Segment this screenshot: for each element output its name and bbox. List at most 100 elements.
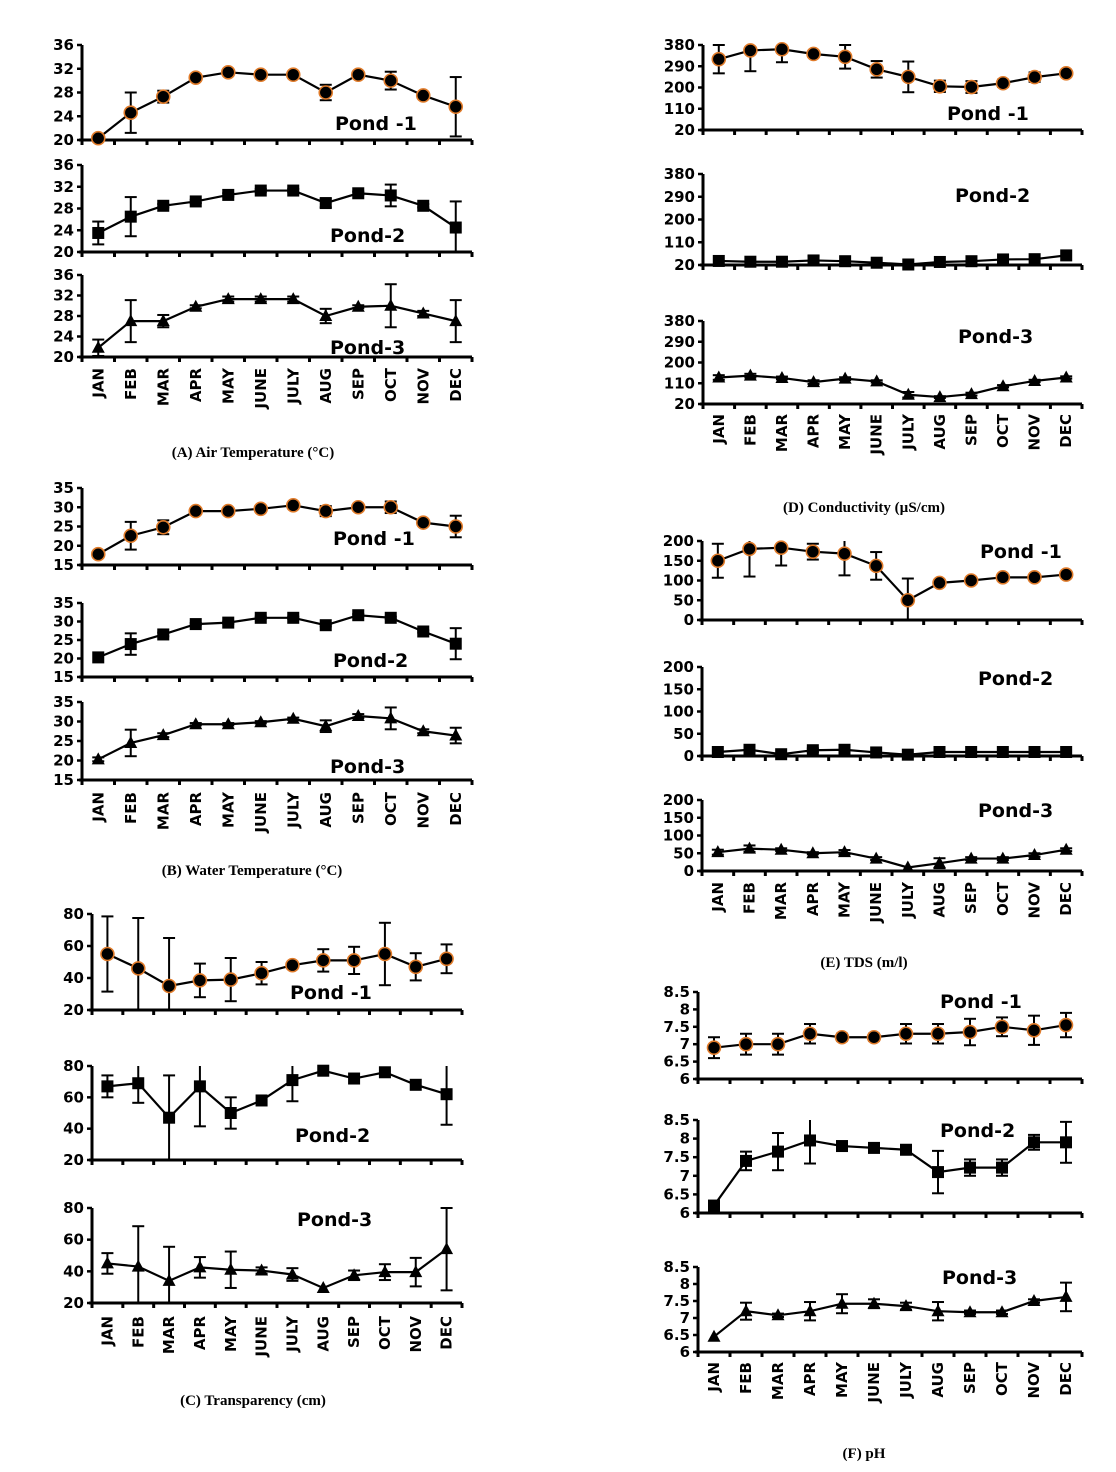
triangle-marker [156, 728, 170, 741]
triangle-marker [316, 1280, 330, 1293]
month-label: NOV [1025, 1362, 1043, 1399]
y-tick-label: 150 [663, 809, 694, 827]
chart-C: 20 40 60 80 Pond -1 20 40 60 80 Pond-2 20 40 60 80 Pon… [63, 905, 464, 1409]
y-tick-label: 20 [674, 121, 695, 139]
month-label: NOV [414, 368, 432, 405]
triangle-marker [838, 845, 851, 858]
month-label: SEP [962, 882, 980, 914]
triangle-marker [743, 368, 757, 381]
square-marker [900, 1143, 912, 1156]
chart-caption: (E) TDS (m/l) [820, 955, 907, 971]
y-tick-label: 40 [63, 1262, 84, 1280]
triangle-marker [931, 1304, 945, 1317]
triangle-marker [807, 375, 821, 388]
month-label: JULY [899, 413, 917, 451]
y-tick-label: 7 [680, 1309, 690, 1327]
triangle-marker [739, 1304, 753, 1317]
square-marker [163, 1111, 176, 1124]
chart-caption: (B) Water Temperature (°C) [162, 863, 343, 879]
series-line [107, 1248, 448, 1290]
month-label: JAN [89, 368, 107, 399]
y-tick-label: 8.5 [663, 983, 690, 1001]
triangle-marker [409, 1265, 423, 1278]
circle-marker [223, 972, 239, 987]
y-tick-label: 20 [674, 256, 695, 274]
month-label: FEB [122, 368, 140, 400]
circle-marker [192, 973, 208, 988]
month-label: JUNE [865, 1362, 883, 1404]
y-tick-label: 25 [53, 631, 74, 649]
y-tick-label: 6.5 [663, 1185, 690, 1203]
square-marker [933, 745, 946, 758]
triangle-marker [156, 314, 170, 327]
pond-label: Pond-2 [295, 1125, 370, 1147]
circle-marker [415, 88, 431, 103]
triangle-marker [440, 1242, 454, 1255]
square-marker [965, 745, 978, 758]
circle-marker [930, 1026, 946, 1042]
square-marker [1060, 249, 1073, 262]
y-tick-label: 8.5 [663, 1111, 690, 1129]
square-marker [92, 651, 105, 664]
month-label: JAN [98, 1316, 116, 1347]
circle-marker [123, 105, 139, 120]
month-label: APR [191, 1316, 209, 1351]
circle-marker [350, 67, 366, 82]
circle-marker [706, 1040, 722, 1055]
circle-marker [315, 953, 331, 968]
triangle-marker [100, 1256, 114, 1269]
chart-caption: (A) Air Temperature (°C) [172, 445, 335, 461]
circle-marker [130, 961, 146, 976]
month-label: MAR [160, 1316, 178, 1355]
circle-marker [806, 46, 821, 62]
month-label: APR [187, 368, 205, 403]
month-label: JUNE [252, 368, 270, 410]
triangle-marker [416, 724, 430, 737]
circle-marker [964, 79, 979, 95]
square-marker [743, 743, 756, 756]
month-label: DEC [447, 368, 465, 402]
month-label: DEC [447, 792, 465, 826]
series-line [718, 48, 1067, 89]
month-label: SEP [349, 368, 367, 400]
chart-caption: (C) Transparency (cm) [180, 1393, 326, 1409]
circle-marker [188, 70, 204, 85]
square-marker [352, 187, 365, 200]
square-marker [222, 616, 235, 629]
circle-marker [285, 67, 301, 82]
triangle-marker [124, 314, 138, 327]
month-label: JUNE [867, 882, 885, 924]
triangle-marker [351, 709, 365, 722]
triangle-marker [351, 299, 365, 312]
triangle-marker [224, 1262, 238, 1275]
triangle-marker [1059, 370, 1073, 383]
square-marker [124, 638, 137, 651]
square-marker [449, 637, 462, 650]
circle-marker [90, 546, 106, 562]
triangle-marker [806, 846, 820, 859]
circle-marker [963, 573, 979, 588]
square-marker [901, 748, 914, 761]
month-label: APR [187, 792, 205, 827]
square-marker [839, 255, 852, 268]
y-tick-label: 100 [663, 703, 694, 721]
series-line [717, 847, 1067, 869]
triangle-marker [384, 711, 398, 724]
pond-label: Pond-3 [942, 1267, 1017, 1289]
chart-D: 20 110 200 290 380 Pond -1 20 110 200 290 380 Pond-… [664, 36, 1084, 516]
y-tick-label: 50 [673, 591, 694, 609]
y-tick-label: 100 [663, 827, 694, 845]
square-marker [255, 1094, 268, 1107]
series-line [106, 952, 447, 988]
triangle-marker [870, 374, 884, 387]
y-tick-label: 8 [680, 1130, 690, 1148]
circle-marker [805, 544, 821, 559]
month-label: SEP [961, 1362, 979, 1394]
subplot-pond-2: 20 40 60 80 Pond-2 [63, 1057, 464, 1169]
y-tick-label: 35 [53, 594, 74, 612]
square-marker [870, 746, 883, 759]
triangle-marker [901, 387, 915, 400]
y-tick-label: 20 [63, 1294, 84, 1312]
square-marker [193, 1080, 206, 1093]
